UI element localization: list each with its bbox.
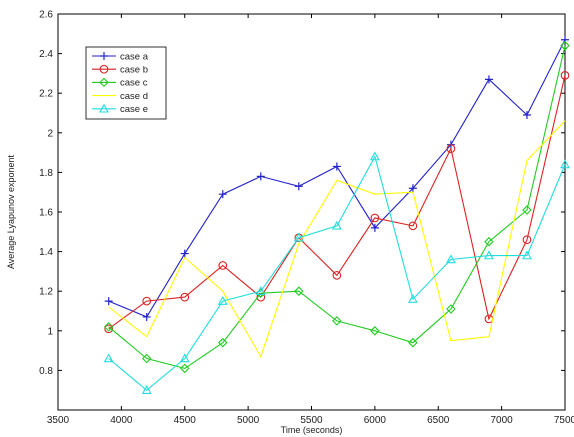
data-point-marker bbox=[369, 151, 380, 161]
data-point-marker bbox=[104, 324, 114, 334]
legend-item: case e bbox=[92, 103, 148, 115]
data-point-marker bbox=[331, 220, 342, 230]
series-line bbox=[108, 45, 566, 369]
data-point-marker bbox=[370, 326, 380, 336]
legend-label: case d bbox=[120, 91, 148, 102]
data-point-marker bbox=[99, 77, 109, 88]
data-point-marker bbox=[142, 312, 151, 321]
series-case-e bbox=[103, 151, 570, 394]
data-point-marker bbox=[141, 353, 152, 364]
x-tick-label: 7500 bbox=[554, 415, 574, 426]
legend-item: case c bbox=[92, 77, 148, 89]
data-point-marker bbox=[522, 235, 532, 245]
data-point-marker bbox=[407, 293, 418, 303]
data-point-marker bbox=[141, 385, 152, 394]
series-case-d bbox=[108, 120, 566, 358]
data-point-marker bbox=[217, 295, 228, 305]
y-tick-label: 2.6 bbox=[39, 10, 53, 21]
legend-label: case c bbox=[120, 78, 148, 89]
data-point-marker bbox=[103, 353, 114, 363]
data-point-marker bbox=[179, 363, 190, 374]
x-tick-label: 5500 bbox=[300, 415, 323, 426]
x-axis-ticks: 3500 4000 4500 5000 5500 6000 6500 7000 7500 bbox=[47, 14, 574, 426]
y-tick-label: 1.4 bbox=[39, 247, 53, 258]
legend-label: case a bbox=[120, 51, 149, 62]
legend: case a case b case c case d case e bbox=[85, 46, 167, 120]
data-point-marker bbox=[332, 271, 342, 280]
x-axis-title: Time (seconds) bbox=[281, 425, 343, 435]
data-point-marker bbox=[100, 52, 108, 60]
data-point-marker bbox=[408, 337, 418, 348]
data-point-marker bbox=[256, 172, 265, 181]
data-point-marker bbox=[180, 292, 190, 302]
data-point-marker bbox=[218, 190, 227, 199]
x-tick-label: 3500 bbox=[47, 415, 70, 426]
data-point-marker bbox=[560, 159, 570, 169]
data-point-marker bbox=[560, 40, 570, 51]
data-point-marker bbox=[142, 296, 152, 306]
data-point-marker bbox=[294, 286, 304, 296]
y-tick-label: 2 bbox=[47, 128, 53, 139]
data-point-marker bbox=[255, 286, 266, 295]
y-tick-label: 1.6 bbox=[39, 208, 53, 219]
x-tick-label: 5000 bbox=[237, 415, 260, 426]
data-point-marker bbox=[180, 249, 189, 258]
y-tick-label: 1.2 bbox=[39, 287, 53, 298]
series-line bbox=[108, 120, 566, 358]
legend-label: case e bbox=[120, 104, 148, 115]
legend-box bbox=[85, 46, 167, 120]
data-point-marker bbox=[484, 250, 494, 260]
y-axis-title: Average Lyapunov exponent bbox=[6, 154, 16, 269]
data-point-marker bbox=[408, 184, 417, 193]
data-point-marker bbox=[332, 316, 342, 326]
legend-item: case b bbox=[92, 65, 148, 76]
data-point-marker bbox=[293, 232, 304, 242]
data-point-marker bbox=[99, 64, 109, 74]
series-line bbox=[108, 155, 566, 391]
data-point-marker bbox=[104, 297, 113, 306]
data-point-marker bbox=[522, 110, 531, 119]
data-point-marker bbox=[522, 250, 532, 260]
data-point-marker bbox=[218, 261, 228, 270]
data-point-marker bbox=[370, 223, 379, 232]
x-tick-label: 4500 bbox=[174, 415, 197, 426]
data-point-marker bbox=[370, 213, 380, 223]
data-point-marker bbox=[217, 337, 228, 348]
y-tick-label: 2.4 bbox=[39, 49, 53, 60]
data-point-marker bbox=[484, 236, 494, 247]
x-tick-label: 4000 bbox=[110, 415, 133, 426]
data-point-marker bbox=[446, 304, 456, 314]
y-tick-label: 2.2 bbox=[39, 89, 53, 100]
data-point-marker bbox=[484, 75, 493, 84]
series-layer bbox=[103, 35, 570, 394]
data-point-marker bbox=[446, 144, 456, 153]
series-case-c bbox=[103, 40, 570, 374]
y-tick-label: 1 bbox=[47, 326, 53, 337]
data-point-marker bbox=[408, 221, 418, 231]
legend-label: case b bbox=[120, 65, 148, 76]
data-point-marker bbox=[560, 71, 570, 80]
legend-item: case a bbox=[92, 51, 149, 62]
x-tick-label: 6000 bbox=[364, 415, 387, 426]
series-line bbox=[108, 75, 566, 330]
x-tick-label: 6500 bbox=[427, 415, 450, 426]
y-tick-label: 0.8 bbox=[39, 366, 53, 377]
x-tick-label: 7000 bbox=[491, 415, 514, 426]
data-point-marker bbox=[445, 254, 456, 264]
data-point-marker bbox=[294, 182, 303, 191]
y-tick-label: 1.8 bbox=[39, 168, 53, 179]
data-point-marker bbox=[103, 322, 114, 332]
data-point-marker bbox=[179, 353, 190, 363]
data-point-marker bbox=[522, 205, 532, 215]
data-point-marker bbox=[99, 103, 109, 113]
legend-item: case d bbox=[92, 91, 148, 102]
data-point-marker bbox=[332, 162, 341, 171]
